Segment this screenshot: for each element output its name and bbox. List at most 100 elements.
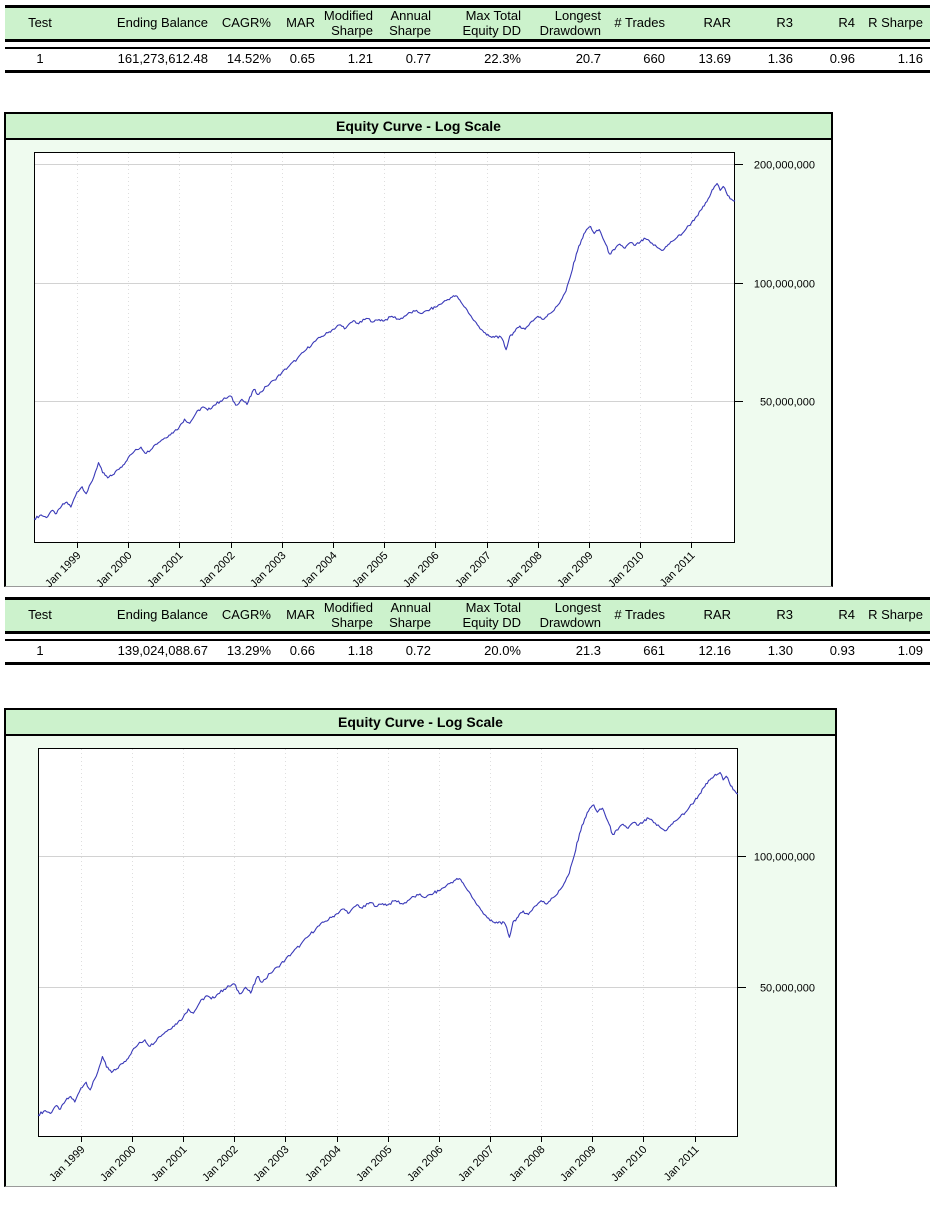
column-header: R3 [776,15,793,31]
y-tick-label: 50,000,000 [760,983,815,995]
equity-curve-panel-2: Equity Curve - Log Scale Jan 1999 Jan 200… [4,708,837,1187]
x-tick-label: Jan 2000 [94,550,134,590]
table-value-cell: 20.0% [484,643,521,659]
table-value-cell: 22.3% [484,51,521,67]
equity-curve-plot: Jan 1999 Jan 2000 Jan 2001 Jan 2002 Jan 2003… [37,748,815,1184]
column-header: Max Total Equity DD [462,8,521,38]
equity-curve-plot: Jan 1999 Jan 2000 Jan 2001 Jan 2002 Jan 2003… [33,152,815,590]
table-header-row: Test Ending Balance CAGR% MAR Modified Sharp… [5,8,930,42]
table-value-cell: 13.69 [698,51,731,67]
column-header: Modified Sharpe [323,600,373,630]
x-tick-label: Jan 2006 [401,550,441,590]
column-header: R4 [838,607,855,623]
table-value-cell: 0.96 [829,51,855,67]
y-tick-label: 100,000,000 [754,279,815,291]
x-tick-label: Jan 2002 [197,550,237,590]
summary-table-1: Test Ending Balance CAGR% MAR Modified Sharp… [5,5,930,73]
table-value-cell: 1.16 [897,51,923,67]
plot-area [34,152,735,543]
x-tick-label: Jan 2003 [251,1144,291,1184]
chart-title: Equity Curve - Log Scale [6,710,835,736]
column-header: Annual Sharpe [389,600,431,630]
table-value-cell: 1 [36,643,44,659]
table-value-cell: 161,273,612.48 [117,51,208,67]
column-header: Test [28,15,52,31]
x-tick-label: Jan 2009 [555,550,595,590]
column-header: # Trades [614,15,665,31]
table-value-cell: 0.77 [405,51,431,67]
column-header: # Trades [614,607,665,623]
x-tick-label: Jan 2008 [504,550,544,590]
plot-area [38,748,738,1137]
column-header: Annual Sharpe [389,8,431,38]
table-value-cell: 660 [643,51,665,67]
x-tick-label: Jan 2011 [662,1144,702,1184]
table-double-rule [5,42,930,49]
chart-body: Jan 1999 Jan 2000 Jan 2001 Jan 2002 Jan 2003… [6,736,835,1186]
x-tick-label: Jan 2007 [456,1144,496,1184]
column-header: MAR [286,607,315,623]
table-row: 1 161,273,612.48 14.52% 0.65 1.21 0.77 22.3% 20… [5,49,930,73]
table-value-cell: 20.7 [575,51,601,67]
table-row: 1 139,024,088.67 13.29% 0.66 1.18 0.72 20.0% 21… [5,641,930,665]
table-value-cell: 13.29% [226,643,271,659]
column-header: RAR [703,15,731,31]
table-value-cell: 1.21 [347,51,373,67]
x-tick-label: Jan 1999 [43,550,83,590]
column-header: RAR [703,607,731,623]
column-header: MAR [286,15,315,31]
y-tick-label: 200,000,000 [754,160,815,172]
table-value-cell: 139,024,088.67 [117,643,208,659]
table-value-cell: 1.30 [767,643,793,659]
table-value-cell: 14.52% [226,51,271,67]
table-value-cell: 12.16 [698,643,731,659]
column-header: R3 [776,607,793,623]
summary-table-2: Test Ending Balance CAGR% MAR Modified Sharp… [5,597,930,665]
column-header: Max Total Equity DD [462,600,521,630]
table-header-row: Test Ending Balance CAGR% MAR Modified Sharp… [5,600,930,634]
table-value-cell: 1.36 [767,51,793,67]
table-value-cell: 1.09 [897,643,923,659]
y-tick-label: 100,000,000 [754,852,815,864]
equity-curve-line [37,771,738,1117]
column-header: Ending Balance [116,607,208,623]
table-double-rule [5,634,930,641]
x-tick-label: Jan 1999 [47,1144,87,1184]
y-tick-label: 50,000,000 [760,397,815,409]
chart-body: Jan 1999 Jan 2000 Jan 2001 Jan 2002 Jan 2003… [6,140,831,590]
x-tick-label: Jan 2008 [507,1144,547,1184]
x-tick-label: Jan 2001 [145,550,185,590]
x-tick-label: Jan 2003 [248,550,288,590]
x-tick-label: Jan 2005 [354,1144,394,1184]
x-tick-label: Jan 2006 [405,1144,445,1184]
equity-curve-panel-1: Equity Curve - Log Scale Jan 1999 Jan 200… [4,112,833,590]
x-tick-label: Jan 2010 [606,550,646,590]
x-tick-label: Jan 2007 [453,550,493,590]
column-header: R4 [838,15,855,31]
x-tick-label: Jan 2010 [609,1144,649,1184]
x-tick-label: Jan 2004 [303,1144,343,1184]
column-header: R Sharpe [868,607,923,623]
column-header: Longest Drawdown [539,8,601,38]
table-value-cell: 1.18 [347,643,373,659]
x-tick-label: Jan 2002 [200,1144,240,1184]
table-value-cell: 661 [643,643,665,659]
equity-curve-line [33,182,736,521]
column-header: Longest Drawdown [539,600,601,630]
table-value-cell: 0.65 [289,51,315,67]
table-value-cell: 0.66 [289,643,315,659]
x-tick-label: Jan 2001 [149,1144,189,1184]
column-header: Test [28,607,52,623]
column-header: Ending Balance [116,15,208,31]
x-tick-label: Jan 2011 [658,550,698,590]
chart-title: Equity Curve - Log Scale [6,114,831,140]
x-tick-label: Jan 2009 [558,1144,598,1184]
table-value-cell: 1 [36,51,44,67]
table-value-cell: 0.93 [829,643,855,659]
table-value-cell: 0.72 [405,643,431,659]
table-value-cell: 21.3 [575,643,601,659]
column-header: Modified Sharpe [323,8,373,38]
column-header: CAGR% [221,15,271,31]
x-tick-label: Jan 2005 [350,550,390,590]
